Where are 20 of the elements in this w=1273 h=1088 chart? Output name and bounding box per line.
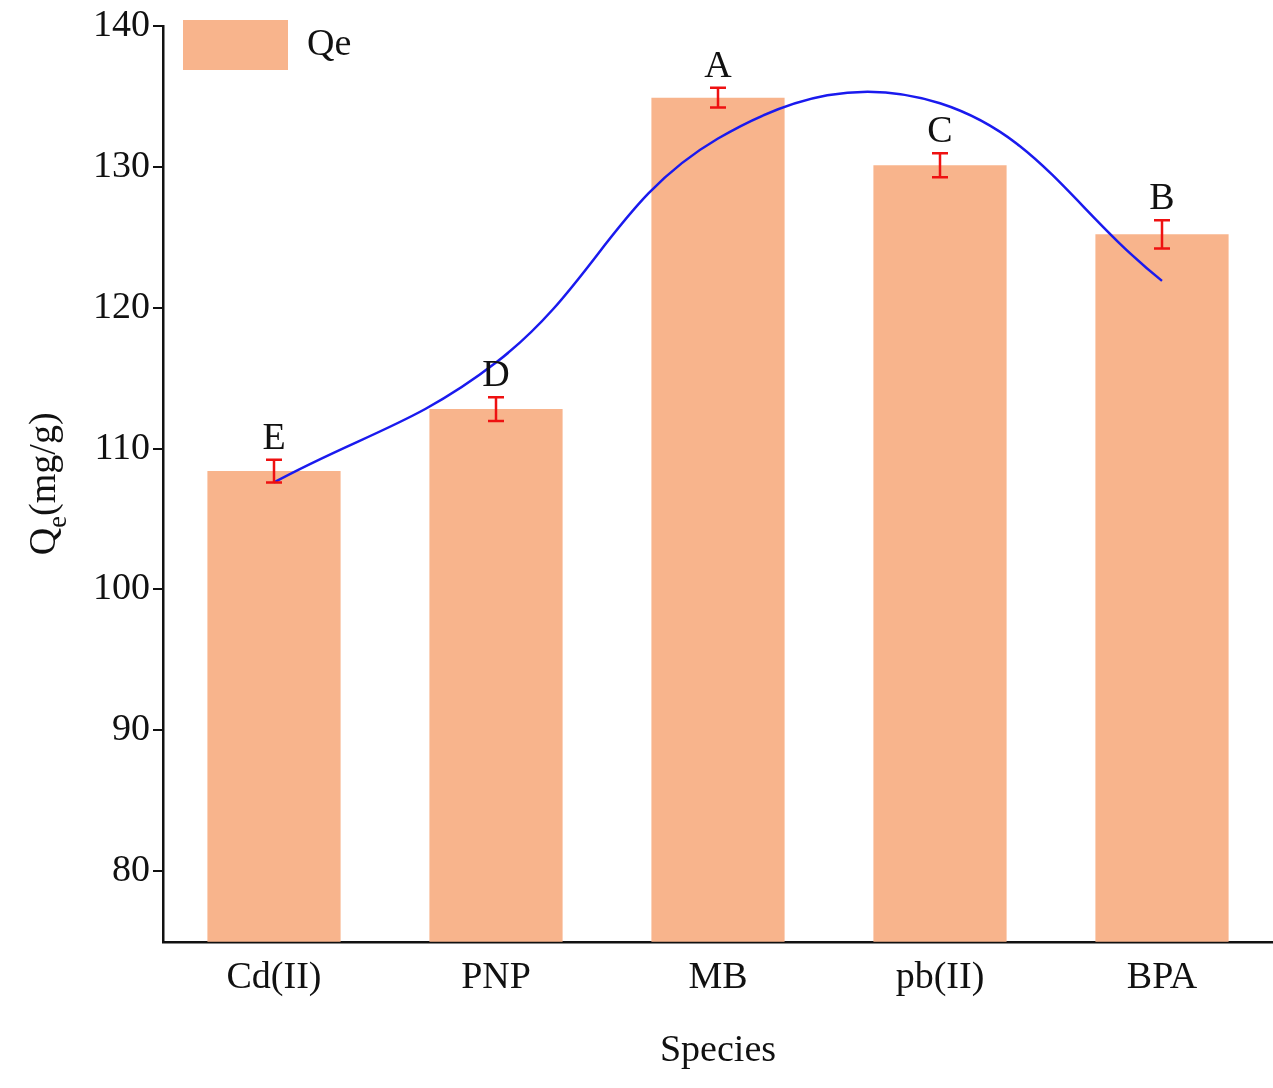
x-axis-title: Species bbox=[659, 1027, 777, 1070]
annotation: C bbox=[927, 108, 953, 151]
y-tick-label: 100 bbox=[93, 565, 150, 608]
annotation: B bbox=[1149, 175, 1175, 218]
y-tick-label: 80 bbox=[112, 847, 150, 890]
x-tick-label: pb(II) bbox=[895, 953, 985, 997]
annotation: D bbox=[482, 352, 510, 395]
y-tick-label: 140 bbox=[93, 1, 150, 44]
annotation: A bbox=[704, 42, 733, 85]
y-tick-label: 130 bbox=[93, 142, 150, 185]
y-tick-label: 110 bbox=[94, 424, 150, 467]
legend-label: Qe bbox=[307, 20, 352, 63]
x-tick-label: PNP bbox=[461, 953, 531, 996]
x-tick-label: Cd(II) bbox=[226, 953, 322, 997]
y-tick-label: 120 bbox=[93, 283, 150, 326]
y-tick-label: 90 bbox=[112, 706, 150, 749]
y-axis-title: Qe(mg/g) bbox=[21, 412, 73, 556]
annotation: E bbox=[262, 414, 286, 457]
x-tick-label: MB bbox=[688, 953, 748, 996]
x-tick-label: BPA bbox=[1126, 953, 1198, 996]
